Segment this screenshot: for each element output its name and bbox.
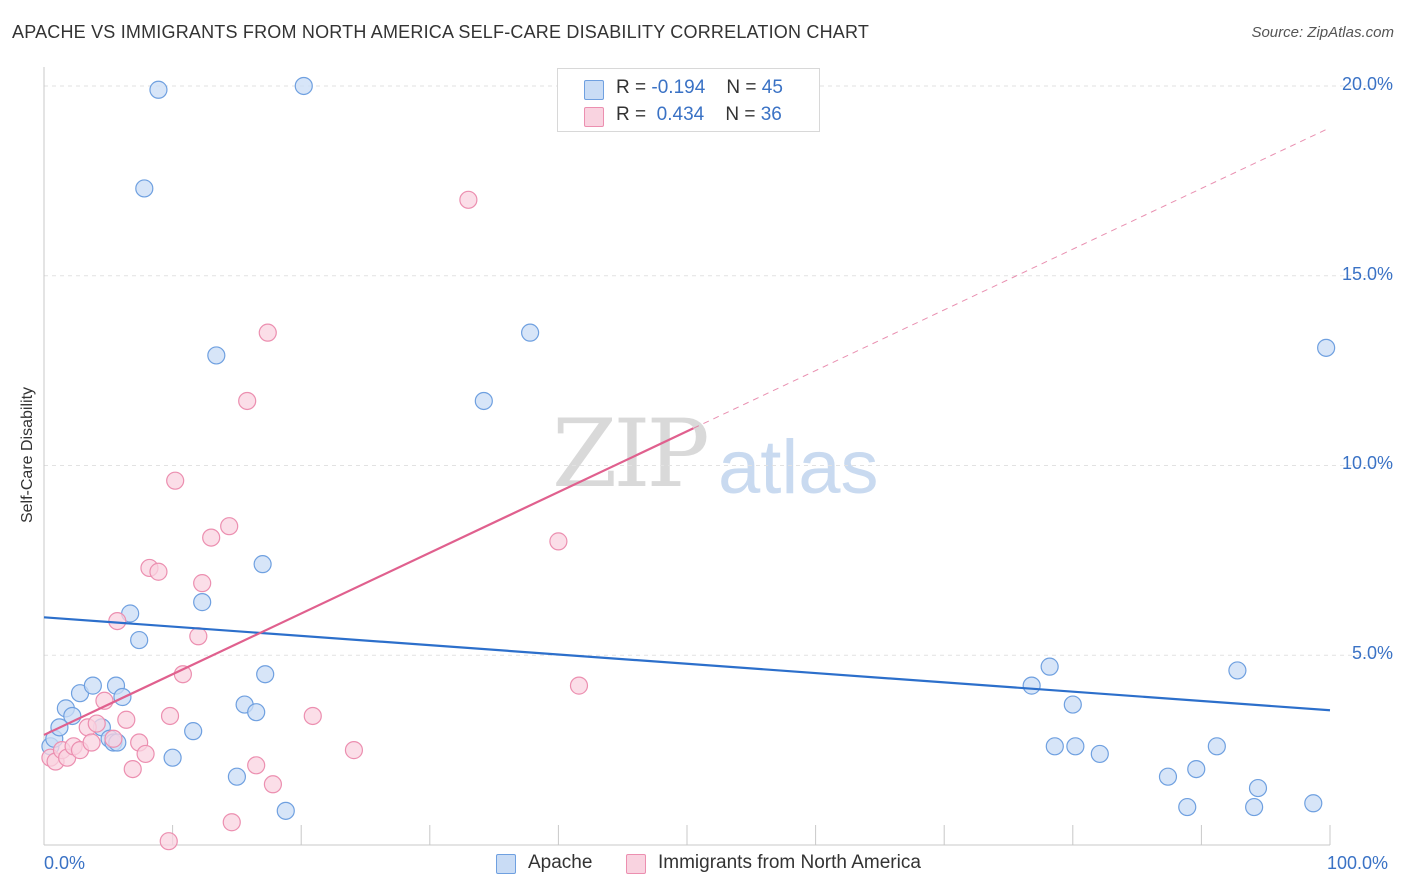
point-apache xyxy=(1063,695,1082,714)
point-apache xyxy=(1045,737,1064,756)
point-apache xyxy=(1178,797,1197,817)
point-immigrants xyxy=(87,714,106,733)
point-immigrants xyxy=(160,706,180,726)
legend-r-value-immigrants: 0.434 xyxy=(656,104,705,125)
x-tick-label-min: 0.0% xyxy=(44,853,86,873)
legend-swatch-apache xyxy=(584,80,604,100)
point-immigrants xyxy=(166,471,185,490)
legend-swatch-immigrants xyxy=(584,107,604,127)
point-apache xyxy=(253,555,272,574)
trend-line-immigrants-extension xyxy=(693,127,1331,429)
point-immigrants xyxy=(549,532,568,551)
y-tick-label: 20.0% xyxy=(1341,73,1393,94)
point-immigrants xyxy=(123,759,142,779)
point-immigrants xyxy=(117,710,136,729)
point-apache xyxy=(1187,759,1206,779)
point-immigrants xyxy=(459,190,478,209)
trend-line-apache xyxy=(43,616,1331,712)
point-immigrants xyxy=(193,574,212,593)
point-apache xyxy=(1158,767,1178,786)
point-immigrants xyxy=(149,562,168,581)
point-apache xyxy=(1022,676,1041,695)
gridlines xyxy=(44,85,1395,656)
point-immigrants xyxy=(136,744,155,764)
legend-label-apache: Apache xyxy=(528,852,593,873)
point-immigrants xyxy=(258,323,277,342)
x-tick-label-max: 100.0% xyxy=(1327,853,1389,873)
point-apache xyxy=(276,801,295,820)
point-apache xyxy=(1066,737,1085,756)
legend-n-label-immigrants: N = xyxy=(725,104,756,125)
point-immigrants xyxy=(222,813,241,832)
data-points xyxy=(41,76,1336,851)
point-apache xyxy=(247,703,266,722)
point-apache xyxy=(193,593,212,612)
legend-r-value-apache: -0.194 xyxy=(651,77,706,98)
point-apache xyxy=(149,80,168,99)
stats-legend: R = -0.194 N = 45 R = 0.434 N = 36 xyxy=(557,68,820,132)
point-apache xyxy=(163,748,182,767)
point-apache xyxy=(1304,794,1323,813)
point-apache xyxy=(474,391,493,411)
point-apache xyxy=(184,722,203,741)
legend-label-immigrants: Immigrants from North America xyxy=(658,852,921,873)
point-immigrants xyxy=(569,676,589,695)
point-immigrants xyxy=(238,391,257,411)
point-apache xyxy=(1040,657,1059,676)
point-immigrants xyxy=(303,706,322,726)
point-immigrants xyxy=(263,775,283,794)
point-immigrants xyxy=(202,528,221,547)
legend-n-label-apache: N = xyxy=(726,77,757,98)
point-apache xyxy=(294,76,313,96)
point-apache xyxy=(227,767,246,786)
y-tick-label: 15.0% xyxy=(1341,263,1393,284)
y-tick-label: 5.0% xyxy=(1351,643,1393,664)
legend-n-value-apache: 45 xyxy=(761,77,783,98)
trend-line-immigrants xyxy=(43,427,694,736)
legend-swatch-apache-bottom xyxy=(496,854,516,874)
point-apache xyxy=(135,179,154,198)
point-apache xyxy=(1245,797,1264,817)
point-immigrants xyxy=(159,832,178,851)
point-immigrants xyxy=(82,733,101,752)
axes xyxy=(43,67,1331,846)
chart-title: APACHE VS IMMIGRANTS FROM NORTH AMERICA … xyxy=(12,22,870,42)
point-immigrants xyxy=(247,756,266,775)
point-apache xyxy=(1207,737,1226,756)
point-apache xyxy=(130,630,149,650)
point-apache xyxy=(1228,661,1247,680)
source-label: Source: ZipAtlas.com xyxy=(1251,24,1394,41)
point-apache xyxy=(1090,744,1109,764)
point-apache xyxy=(207,346,226,365)
point-apache xyxy=(521,323,540,342)
point-apache xyxy=(1248,778,1268,798)
watermark-zip: ZIP xyxy=(552,400,710,509)
trend-lines xyxy=(43,127,1331,736)
point-immigrants xyxy=(104,729,123,748)
point-immigrants xyxy=(220,517,239,536)
point-immigrants xyxy=(189,627,208,646)
legend-r-label-immigrants: R = xyxy=(616,104,647,125)
point-immigrants xyxy=(344,741,364,760)
legend-n-value-immigrants: 36 xyxy=(760,104,782,125)
y-tick-label: 10.0% xyxy=(1341,453,1393,474)
legend-r-label-apache: R = xyxy=(616,77,647,98)
legend-swatch-immigrants-bottom xyxy=(626,854,646,874)
point-apache xyxy=(256,665,275,684)
watermark-atlas: atlas xyxy=(718,425,879,510)
point-apache xyxy=(1317,338,1336,357)
point-apache xyxy=(83,676,102,695)
